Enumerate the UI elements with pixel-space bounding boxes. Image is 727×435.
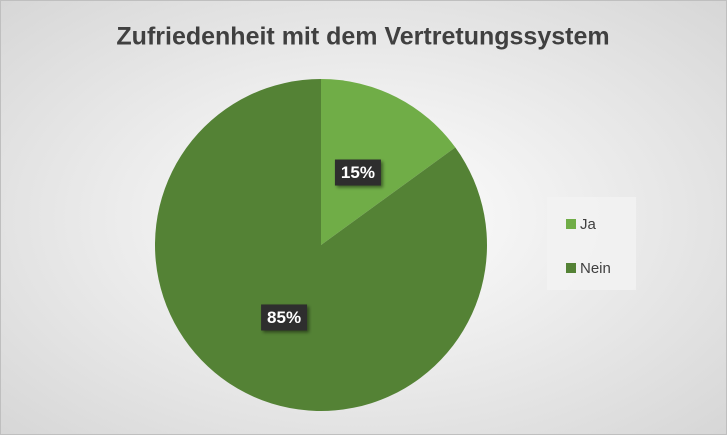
pie-slice — [321, 79, 456, 245]
data-label-text: 15% — [341, 163, 375, 182]
data-label-box — [261, 304, 308, 331]
legend-label: Ja — [580, 216, 597, 233]
legend-label: Nein — [580, 260, 611, 277]
data-label-box — [334, 159, 381, 186]
legend: Ja Nein — [566, 216, 611, 277]
pie-slice — [155, 78, 488, 412]
data-label: 85% — [261, 304, 308, 331]
legend-box — [547, 197, 636, 290]
legend-swatch — [566, 219, 576, 229]
data-label-text: 85% — [267, 308, 301, 327]
data-label: 15% — [334, 159, 381, 186]
pie: 15% 85% — [155, 78, 488, 412]
chart-title: Zufriedenheit mit dem Vertretungssystem — [116, 23, 609, 51]
legend-swatch — [566, 263, 576, 273]
